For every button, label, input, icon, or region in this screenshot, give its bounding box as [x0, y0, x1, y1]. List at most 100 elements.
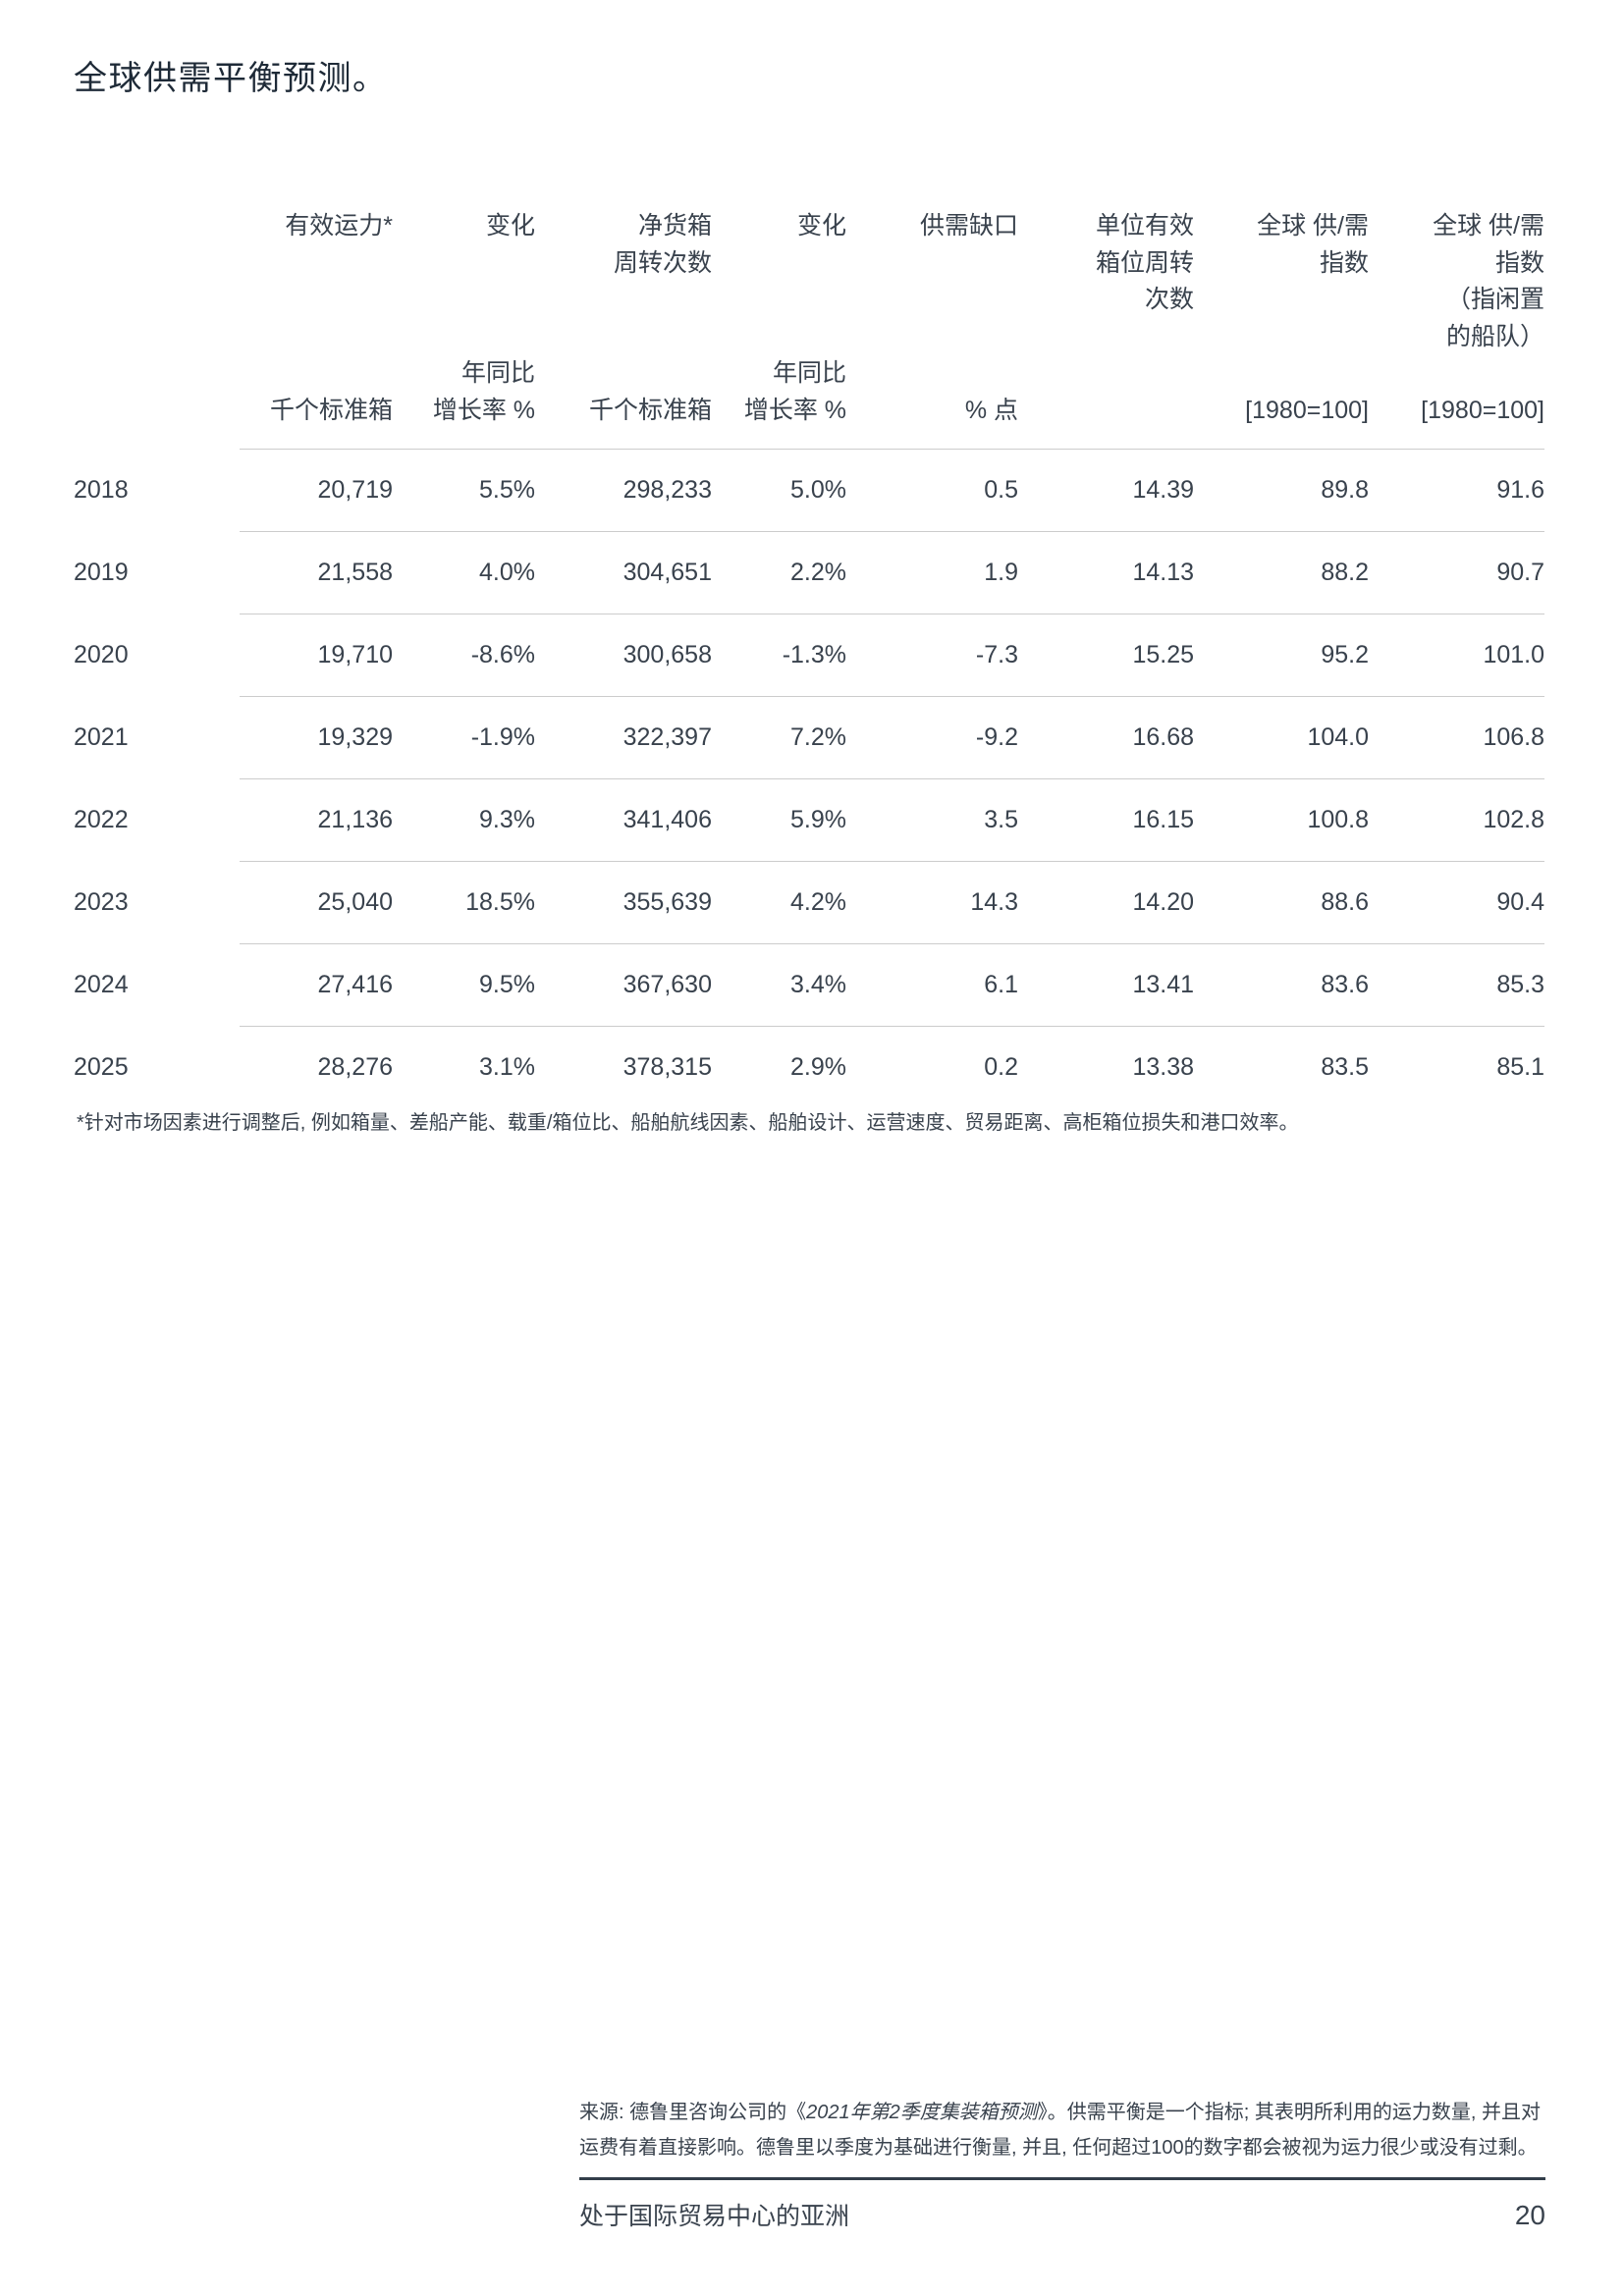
- row-year: 2019: [74, 559, 129, 586]
- table-cell: 18.5%: [393, 861, 535, 944]
- table-cell: 19,329: [240, 696, 393, 779]
- table-cell: 0.5: [846, 449, 1018, 532]
- table-header-row-units: 千个标准箱 年同比 增长率 % 千个标准箱 年同比 增长率 % % 点 [198…: [74, 355, 1544, 450]
- table-cell: 100.8: [1194, 778, 1369, 862]
- unit-header-effective-capacity: 千个标准箱: [240, 355, 393, 450]
- source-note-prefix: 来源: 德鲁里咨询公司的《: [579, 2102, 807, 2123]
- table-cell: 106.8: [1369, 696, 1544, 779]
- supply-demand-forecast-table: 有效运力* 变化 净货箱 周转次数 变化 供需缺口 单位有效 箱位周转 次数 全…: [74, 208, 1544, 1109]
- row-year: 2025: [74, 1053, 129, 1081]
- table-cell: 85.3: [1369, 943, 1544, 1027]
- column-header-change-1: 变化: [485, 212, 535, 240]
- table-cell: 91.6: [1369, 449, 1544, 532]
- table-cell: 21,136: [240, 778, 393, 862]
- row-year: 2018: [74, 476, 129, 504]
- table-cell: 15.25: [1018, 614, 1194, 697]
- unit-header-global-index-idle-fleet: [1980=100]: [1369, 355, 1544, 450]
- table-cell: 83.5: [1321, 1053, 1369, 1082]
- unit-header-net-container-moves: 千个标准箱: [535, 355, 712, 450]
- table-cell: 378,315: [623, 1053, 712, 1082]
- unit-header-change-1: 年同比 增长率 %: [393, 355, 535, 450]
- table-row: 2025 28,276 3.1% 378,315 2.9% 0.2 13.38 83.5 85.…: [74, 1027, 1544, 1109]
- column-header-global-index-idle-fleet: 全球 供/需 指数 （指闲置 的船队）: [1433, 212, 1544, 350]
- table-cell: 355,639: [535, 861, 712, 944]
- table-cell: -1.9%: [393, 696, 535, 779]
- table-cell: 14.13: [1018, 531, 1194, 614]
- table-cell: 9.5%: [393, 943, 535, 1027]
- table-cell: 83.6: [1194, 943, 1369, 1027]
- table-cell: 2.2%: [712, 531, 846, 614]
- table-cell: 27,416: [240, 943, 393, 1027]
- footer-divider-rule: [579, 2177, 1545, 2180]
- column-header-global-index: 全球 供/需 指数: [1257, 212, 1369, 277]
- unit-header-moves-per-slot: [1018, 355, 1194, 450]
- table-cell: 13.41: [1018, 943, 1194, 1027]
- table-row: 2024 27,416 9.5% 367,630 3.4% 6.1 13.41 83.6 85.…: [74, 943, 1544, 1027]
- table-cell: 322,397: [535, 696, 712, 779]
- table-cell: 85.1: [1496, 1053, 1544, 1082]
- row-year: 2024: [74, 971, 129, 998]
- table-cell: 104.0: [1194, 696, 1369, 779]
- table-cell: 88.6: [1194, 861, 1369, 944]
- table-cell: 89.8: [1194, 449, 1369, 532]
- table-cell: -9.2: [846, 696, 1018, 779]
- unit-header-year: [74, 355, 240, 450]
- table-cell: 3.5: [846, 778, 1018, 862]
- table-cell: 101.0: [1369, 614, 1544, 697]
- table-header: 有效运力* 变化 净货箱 周转次数 变化 供需缺口 单位有效 箱位周转 次数 全…: [74, 208, 1544, 450]
- table-cell: -8.6%: [393, 614, 535, 697]
- table-body: 2018 20,719 5.5% 298,233 5.0% 0.5 14.39 89.8 91.…: [74, 449, 1544, 1109]
- table-cell: 5.9%: [712, 778, 846, 862]
- row-year: 2023: [74, 888, 129, 916]
- table-cell: 5.0%: [712, 449, 846, 532]
- table-cell: 298,233: [535, 449, 712, 532]
- table-row: 2022 21,136 9.3% 341,406 5.9% 3.5 16.15 100.8 10…: [74, 778, 1544, 862]
- unit-header-global-index: [1980=100]: [1194, 355, 1369, 450]
- column-header-net-container-moves: 净货箱 周转次数: [613, 212, 712, 277]
- unit-header-supply-demand-gap: % 点: [846, 355, 1018, 450]
- table-cell: 2.9%: [790, 1053, 846, 1082]
- table-cell: 13.38: [1132, 1053, 1194, 1082]
- column-header-moves-per-slot: 单位有效 箱位周转 次数: [1095, 212, 1194, 313]
- table-cell: 21,558: [240, 531, 393, 614]
- page-title: 全球供需平衡预测。: [74, 61, 388, 97]
- footer-row: 处于国际贸易中心的亚洲 20: [579, 2197, 1545, 2232]
- table-cell: 28,276: [317, 1053, 393, 1082]
- table-cell: 16.68: [1018, 696, 1194, 779]
- table-cell: 0.2: [984, 1053, 1018, 1082]
- table-cell: 20,719: [240, 449, 393, 532]
- table-row: 2018 20,719 5.5% 298,233 5.0% 0.5 14.39 89.8 91.…: [74, 449, 1544, 532]
- table-cell: 88.2: [1194, 531, 1369, 614]
- table-cell: -1.3%: [712, 614, 846, 697]
- page-bottom-block: 来源: 德鲁里咨询公司的《2021年第2季度集装箱预测》。供需平衡是一个指标; …: [579, 2095, 1545, 2232]
- unit-header-change-2: 年同比 增长率 %: [712, 355, 846, 450]
- table-cell: 5.5%: [393, 449, 535, 532]
- table-cell: 7.2%: [712, 696, 846, 779]
- table-cell: 4.2%: [712, 861, 846, 944]
- table-cell: 367,630: [535, 943, 712, 1027]
- table-cell: -7.3: [846, 614, 1018, 697]
- table-cell: 9.3%: [393, 778, 535, 862]
- table-row: 2023 25,040 18.5% 355,639 4.2% 14.3 14.20 88.6 9…: [74, 861, 1544, 944]
- source-note-publication-title: 2021年第2季度集装箱预测: [806, 2102, 1038, 2123]
- footer-document-title: 处于国际贸易中心的亚洲: [579, 2203, 850, 2230]
- column-header-supply-demand-gap: 供需缺口: [919, 212, 1018, 240]
- table-cell: 19,710: [240, 614, 393, 697]
- table-cell: 90.7: [1369, 531, 1544, 614]
- source-note-suffix: 》。供需平衡是一个指标; 其表明所利用的运力数量, 并且对运费有着直接影响。德鲁…: [579, 2102, 1541, 2159]
- row-year: 2021: [74, 723, 129, 751]
- table-footnote: *针对市场因素进行调整后, 例如箱量、差船产能、载重/箱位比、船舶航线因素、船舶…: [77, 1112, 1299, 1134]
- table-cell: 304,651: [535, 531, 712, 614]
- column-header-year: [74, 208, 240, 355]
- table-cell: 1.9: [846, 531, 1018, 614]
- table-cell: 3.1%: [479, 1053, 535, 1082]
- source-note: 来源: 德鲁里咨询公司的《2021年第2季度集装箱预测》。供需平衡是一个指标; …: [579, 2095, 1545, 2165]
- table-cell: 95.2: [1194, 614, 1369, 697]
- table-cell: 341,406: [535, 778, 712, 862]
- table-cell: 14.3: [846, 861, 1018, 944]
- table-cell: 25,040: [240, 861, 393, 944]
- footer-page-number: 20: [1514, 2200, 1545, 2230]
- row-year: 2022: [74, 806, 129, 833]
- table-row: 2021 19,329 -1.9% 322,397 7.2% -9.2 16.68 104.0…: [74, 696, 1544, 779]
